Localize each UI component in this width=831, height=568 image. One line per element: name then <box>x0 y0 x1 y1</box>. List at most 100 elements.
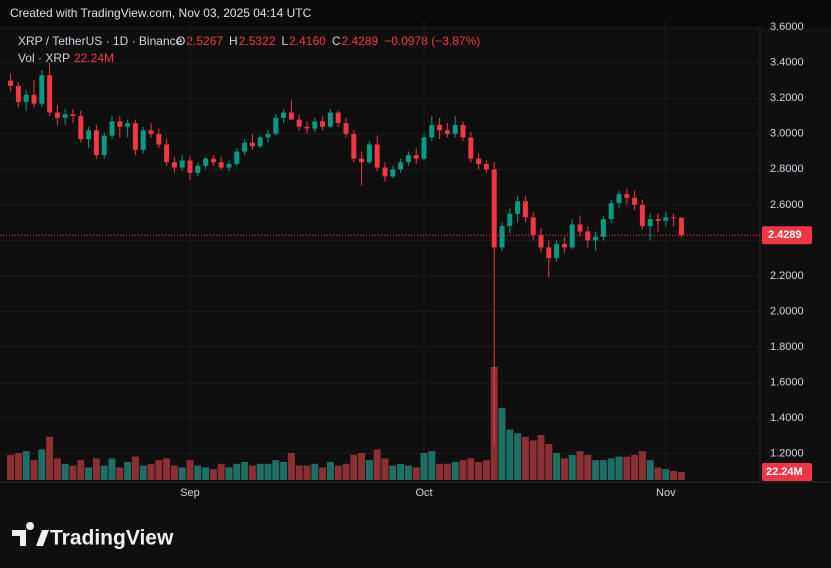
candle-body <box>249 142 255 147</box>
volume-bar <box>163 458 171 480</box>
volume-bar <box>599 460 607 480</box>
volume-bar <box>131 456 139 480</box>
change: −0.0978 (−3.87%) <box>384 34 480 48</box>
candle-body <box>444 130 450 134</box>
candle-body <box>242 142 248 152</box>
candle-body <box>39 75 45 104</box>
volume-bar <box>38 449 46 480</box>
y-tick-label: 3.6000 <box>770 21 804 33</box>
candle-body <box>70 114 76 117</box>
candle-body <box>366 144 372 163</box>
candle-body <box>398 162 404 170</box>
candle-body <box>437 124 443 131</box>
y-tick-label: 3.4000 <box>770 57 804 69</box>
volume-bar <box>170 465 178 480</box>
volume-bar <box>389 465 397 480</box>
volume-bar <box>186 460 194 480</box>
candle-body <box>54 112 60 118</box>
volume-bar <box>334 465 342 480</box>
candle-body <box>382 167 388 177</box>
y-tick-label: 1.6000 <box>770 376 804 388</box>
volume-bar <box>155 460 163 480</box>
volume-bar <box>100 465 108 480</box>
y-tick-label: 3.0000 <box>770 128 804 140</box>
candle-body <box>140 130 146 150</box>
volume-bar <box>545 444 553 480</box>
candle-body <box>593 236 599 241</box>
candle-body <box>78 116 84 140</box>
top-bar <box>0 0 831 28</box>
brand: TradingView <box>50 527 174 550</box>
volume-bar <box>209 469 217 480</box>
x-tick-label: Nov <box>656 487 676 499</box>
volume-bar <box>654 467 662 480</box>
volume-bar <box>631 454 639 480</box>
y-tick-label: 2.6000 <box>770 199 804 211</box>
volume-bar <box>85 467 93 480</box>
volume-bar <box>560 458 568 480</box>
candle-body <box>117 121 123 127</box>
volume-bar <box>256 463 264 480</box>
candle-body <box>281 112 287 118</box>
candle-body <box>476 158 482 165</box>
volume-bar <box>677 471 685 480</box>
volume-bar <box>443 463 451 480</box>
candle-body <box>195 165 201 173</box>
candle-body <box>405 155 411 163</box>
candle-body <box>632 197 638 205</box>
volume-bar <box>272 460 280 480</box>
volume-bar <box>217 463 225 480</box>
candle-body <box>31 94 37 104</box>
volume-bar <box>397 463 405 480</box>
candle-body <box>343 123 349 134</box>
volume-bar <box>521 436 529 480</box>
volume-bar <box>116 467 124 480</box>
volume-bar <box>459 460 467 480</box>
candle-body <box>483 164 489 170</box>
volume-bar <box>451 462 459 480</box>
last-price-label: 2.4289 <box>768 229 802 241</box>
candle-body <box>335 112 341 124</box>
volume-bar <box>147 463 155 480</box>
volume-bar <box>467 458 475 480</box>
candle-body <box>320 121 326 127</box>
candle-body <box>678 217 684 236</box>
legend-value: 2.5267 <box>186 34 223 48</box>
logo: TradingView <box>12 522 174 550</box>
volume-bar <box>404 465 412 480</box>
y-tick-label: 2.8000 <box>770 163 804 175</box>
volume-bar <box>365 460 373 480</box>
candle-body <box>359 158 365 163</box>
candle-body <box>585 231 591 241</box>
candle-body <box>546 247 552 259</box>
volume-bar <box>646 460 654 480</box>
candle-body <box>218 162 224 168</box>
candle-body <box>374 144 380 168</box>
candle-body <box>554 243 560 259</box>
volume-bar <box>77 460 85 480</box>
volume-bar <box>108 458 116 480</box>
y-tick-label: 2.2000 <box>770 270 804 282</box>
volume-bar <box>225 467 233 480</box>
volume-bar <box>92 458 100 480</box>
candle-body <box>109 121 115 136</box>
y-tick-label: 3.2000 <box>770 92 804 104</box>
volume-bar <box>326 462 334 480</box>
volume-bar <box>280 462 288 480</box>
volume-bar <box>139 465 147 480</box>
candle-body <box>663 217 669 221</box>
candle-body <box>561 243 567 248</box>
candle-body <box>390 169 396 177</box>
volume-bar <box>295 465 303 480</box>
candle-body <box>429 124 435 138</box>
volume-bar <box>428 451 436 480</box>
candle-body <box>15 85 21 102</box>
volume-bar <box>233 463 241 480</box>
volume-bar <box>30 460 38 480</box>
volume-bar <box>607 458 615 480</box>
candle-body <box>226 164 232 168</box>
volume-bar <box>311 463 319 480</box>
candle-body <box>600 219 606 237</box>
